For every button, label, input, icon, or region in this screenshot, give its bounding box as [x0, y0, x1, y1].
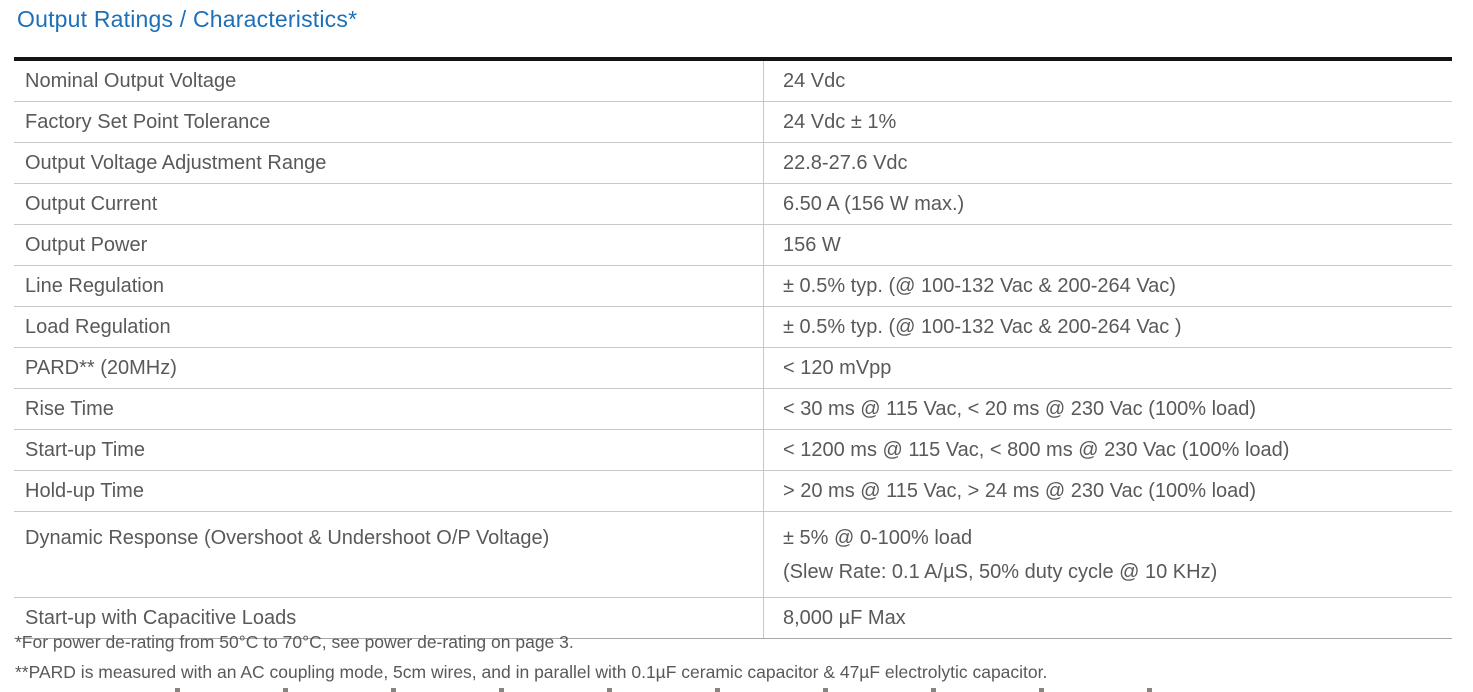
parameter-name-cell: Start-up with Capacitive Loads: [14, 598, 764, 638]
parameter-name-cell: Start-up Time: [14, 430, 764, 470]
parameter-name-cell: Nominal Output Voltage: [14, 61, 764, 101]
parameter-name-cell: Factory Set Point Tolerance: [14, 102, 764, 142]
table-row: Start-up with Capacitive Loads 8,000 µF M…: [14, 598, 1452, 638]
parameter-value: 22.8-27.6 Vdc: [783, 152, 908, 174]
table-row: Dynamic Response (Overshoot & Undershoot…: [14, 512, 1452, 598]
parameter-name-cell: PARD** (20MHz): [14, 348, 764, 388]
parameter-name: Start-up with Capacitive Loads: [25, 607, 297, 629]
parameter-name: Output Voltage Adjustment Range: [25, 152, 327, 174]
parameter-name: Load Regulation: [25, 316, 171, 338]
parameter-name-cell: Output Current: [14, 184, 764, 224]
parameter-name: Output Current: [25, 193, 158, 215]
parameter-value-cell: 6.50 A (156 W max.): [764, 184, 1452, 224]
output-ratings-table: Nominal Output Voltage 24 Vdc Factory Set …: [14, 57, 1452, 639]
parameter-name-cell: Dynamic Response (Overshoot & Undershoot…: [14, 512, 764, 597]
parameter-value-line2: (Slew Rate: 0.1 A/µS, 50% duty cycle @ 1…: [783, 561, 1218, 583]
parameter-value-cell: 8,000 µF Max: [764, 598, 1452, 638]
parameter-name-cell: Output Voltage Adjustment Range: [14, 143, 764, 183]
cropped-next-line-artifact: [175, 688, 1230, 692]
parameter-value-cell: < 1200 ms @ 115 Vac, < 800 ms @ 230 Vac …: [764, 430, 1452, 470]
parameter-name: Factory Set Point Tolerance: [25, 111, 271, 133]
parameter-value: > 20 ms @ 115 Vac, > 24 ms @ 230 Vac (10…: [783, 480, 1257, 502]
table-row: Output Power 156 W: [14, 225, 1452, 266]
table-row: Rise Time < 30 ms @ 115 Vac, < 20 ms @ 23…: [14, 389, 1452, 430]
parameter-name-cell: Line Regulation: [14, 266, 764, 306]
parameter-name: Rise Time: [25, 398, 114, 420]
parameter-name-cell: Hold-up Time: [14, 471, 764, 511]
table-row: PARD** (20MHz) < 120 mVpp: [14, 348, 1452, 389]
parameter-value: 8,000 µF Max: [783, 607, 906, 629]
parameter-name: Output Power: [25, 234, 148, 256]
table-row: Factory Set Point Tolerance 24 Vdc ± 1%: [14, 102, 1452, 143]
footnote-power-derating: *For power de-rating from 50°C to 70°C, …: [15, 632, 574, 652]
parameter-value-cell: 22.8-27.6 Vdc: [764, 143, 1452, 183]
parameter-name: Line Regulation: [25, 275, 164, 297]
parameter-value-cell: < 30 ms @ 115 Vac, < 20 ms @ 230 Vac (10…: [764, 389, 1452, 429]
parameter-value-cell: 24 Vdc: [764, 61, 1452, 101]
parameter-value: 6.50 A (156 W max.): [783, 193, 965, 215]
parameter-name: Dynamic Response (Overshoot & Undershoot…: [25, 527, 550, 549]
parameter-name-cell: Output Power: [14, 225, 764, 265]
parameter-value: 24 Vdc ± 1%: [783, 111, 897, 133]
parameter-value-cell: > 20 ms @ 115 Vac, > 24 ms @ 230 Vac (10…: [764, 471, 1452, 511]
footnote-pard-measurement: **PARD is measured with an AC coupling m…: [15, 662, 1048, 682]
parameter-value-cell: ± 5% @ 0-100% load (Slew Rate: 0.1 A/µS, …: [764, 512, 1452, 597]
parameter-value: < 1200 ms @ 115 Vac, < 800 ms @ 230 Vac …: [783, 439, 1290, 461]
parameter-name: PARD** (20MHz): [25, 357, 177, 379]
parameter-value: ± 5% @ 0-100% load: [783, 527, 973, 549]
footnotes: *For power de-rating from 50°C to 70°C, …: [15, 627, 1047, 687]
parameter-value: 156 W: [783, 234, 841, 256]
parameter-name: Nominal Output Voltage: [25, 70, 237, 92]
parameter-value-cell: 24 Vdc ± 1%: [764, 102, 1452, 142]
section-title: Output Ratings / Characteristics*: [17, 6, 358, 32]
parameter-name: Start-up Time: [25, 439, 146, 461]
table-row: Hold-up Time > 20 ms @ 115 Vac, > 24 ms @…: [14, 471, 1452, 512]
parameter-value-cell: ± 0.5% typ. (@ 100-132 Vac & 200-264 Vac…: [764, 307, 1452, 347]
parameter-name: Hold-up Time: [25, 480, 144, 502]
parameter-name-cell: Load Regulation: [14, 307, 764, 347]
table-row: Start-up Time < 1200 ms @ 115 Vac, < 800 …: [14, 430, 1452, 471]
parameter-value: 24 Vdc: [783, 70, 846, 92]
parameter-value-cell: ± 0.5% typ. (@ 100-132 Vac & 200-264 Vac…: [764, 266, 1452, 306]
parameter-value: < 120 mVpp: [783, 357, 892, 379]
parameter-value-cell: < 120 mVpp: [764, 348, 1452, 388]
table-row: Line Regulation ± 0.5% typ. (@ 100-132 Va…: [14, 266, 1452, 307]
parameter-value: ± 0.5% typ. (@ 100-132 Vac & 200-264 Vac…: [783, 316, 1182, 338]
parameter-value: < 30 ms @ 115 Vac, < 20 ms @ 230 Vac (10…: [783, 398, 1257, 420]
table-row: Output Current 6.50 A (156 W max.): [14, 184, 1452, 225]
parameter-value-cell: 156 W: [764, 225, 1452, 265]
parameter-name-cell: Rise Time: [14, 389, 764, 429]
table-row: Nominal Output Voltage 24 Vdc: [14, 61, 1452, 102]
table-row: Output Voltage Adjustment Range 22.8-27.6…: [14, 143, 1452, 184]
parameter-value: ± 0.5% typ. (@ 100-132 Vac & 200-264 Vac…: [783, 275, 1176, 297]
table-row: Load Regulation ± 0.5% typ. (@ 100-132 Va…: [14, 307, 1452, 348]
